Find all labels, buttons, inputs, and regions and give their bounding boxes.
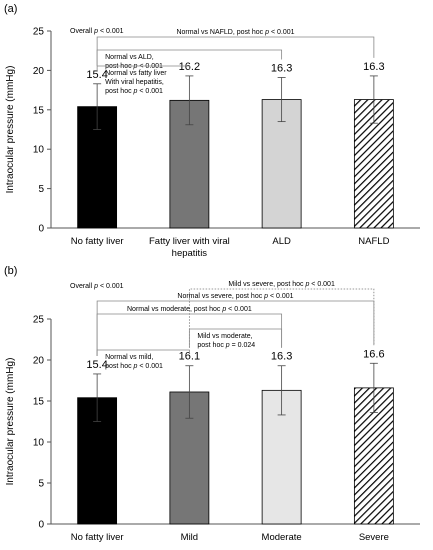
data-label: 16.3 xyxy=(271,351,292,363)
x-tick-label: Mild xyxy=(181,532,198,543)
data-label: 16.3 xyxy=(363,61,384,73)
annotation-text: Normal vs ALD, xyxy=(105,54,154,61)
y-tick-label: 25 xyxy=(33,27,45,38)
annotation-text: post hoc p = 0.024 xyxy=(197,342,255,349)
annotation-text: Mild vs severe, post hoc p < 0.001 xyxy=(228,281,335,288)
annotation-text: Normal vs fatty liver xyxy=(105,70,167,77)
annotation-text: post hoc p < 0.001 xyxy=(105,88,163,95)
y-tick-label: 5 xyxy=(38,479,44,490)
annotation-text: post hoc p < 0.001 xyxy=(105,63,163,70)
y-axis-label: Intraocular pressure (mmHg) xyxy=(5,358,16,486)
x-tick-label: NAFLD xyxy=(358,236,389,247)
panel-b: (b) 0 5 10 15 20 25 Intraocular pressure (mmHg)… xyxy=(4,265,420,543)
y-tick-label: 15 xyxy=(33,105,45,116)
x-tick-label: No fatty liver xyxy=(71,532,124,543)
y-tick-label: 20 xyxy=(33,66,45,77)
data-label: 16.3 xyxy=(271,62,292,74)
y-tick-label: 20 xyxy=(33,356,45,367)
y-tick-label: 15 xyxy=(33,397,45,408)
annotation-text: Normal vs moderate, post hoc p < 0.001 xyxy=(127,306,252,313)
y-tick-label: 25 xyxy=(33,315,45,326)
data-label: 15.4 xyxy=(86,359,107,371)
panel-label: (a) xyxy=(4,3,17,15)
annotation-text: post hoc p < 0.001 xyxy=(105,363,163,370)
panel-a: (a) 0 5 10 15 20 25 Intraocular pressure (mmHg)… xyxy=(4,3,420,259)
y-tick-label: 10 xyxy=(33,145,45,156)
data-label: 16.6 xyxy=(363,348,384,360)
x-tick-label: Fatty liver with viral xyxy=(149,236,230,247)
y-tick-label: 10 xyxy=(33,438,45,449)
x-tick-label: Severe xyxy=(359,532,389,543)
y-axis-label: Intraocular pressure (mmHg) xyxy=(5,66,16,194)
significance-bracket xyxy=(188,328,283,348)
significance-bracket xyxy=(96,49,283,66)
x-tick-label: hepatitis xyxy=(172,248,208,259)
y-tick-label: 0 xyxy=(38,520,44,531)
x-tick-label: ALD xyxy=(272,236,291,247)
annotation-text: Normal vs mild, xyxy=(105,354,153,361)
y-tick-label: 0 xyxy=(38,224,44,235)
x-tick-label: Moderate xyxy=(262,532,302,543)
data-label: 16.1 xyxy=(179,351,200,363)
annotation-text: Normal vs severe, post hoc p < 0.001 xyxy=(177,293,293,300)
significance-bracket xyxy=(96,36,375,66)
significance-bracket xyxy=(96,65,190,70)
significance-bracket xyxy=(96,349,190,356)
overall-p-label: Overall p < 0.001 xyxy=(70,283,124,290)
annotation-text: With viral hepatitis, xyxy=(105,79,164,86)
x-tick-label: No fatty liver xyxy=(71,236,124,247)
annotation-text: Normal vs NAFLD, post hoc p < 0.001 xyxy=(176,29,294,36)
data-label: 15.4 xyxy=(86,69,107,81)
annotation-text: Mild vs moderate, xyxy=(197,333,252,340)
panel-label: (b) xyxy=(4,265,17,277)
overall-p-label: Overall p < 0.001 xyxy=(70,28,124,35)
y-tick-label: 5 xyxy=(38,184,44,195)
